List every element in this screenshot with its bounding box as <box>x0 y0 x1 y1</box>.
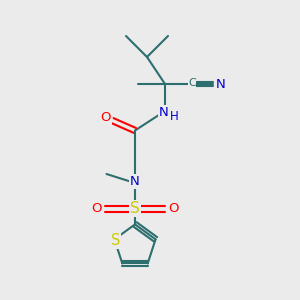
Text: O: O <box>91 202 102 215</box>
Text: H: H <box>170 110 179 124</box>
Text: O: O <box>101 111 111 124</box>
Text: N: N <box>159 106 168 119</box>
Text: N: N <box>130 175 139 188</box>
Text: O: O <box>168 202 179 215</box>
Text: S: S <box>111 233 121 248</box>
Text: S: S <box>130 201 140 216</box>
Text: C: C <box>188 78 196 88</box>
Text: N: N <box>216 77 225 91</box>
